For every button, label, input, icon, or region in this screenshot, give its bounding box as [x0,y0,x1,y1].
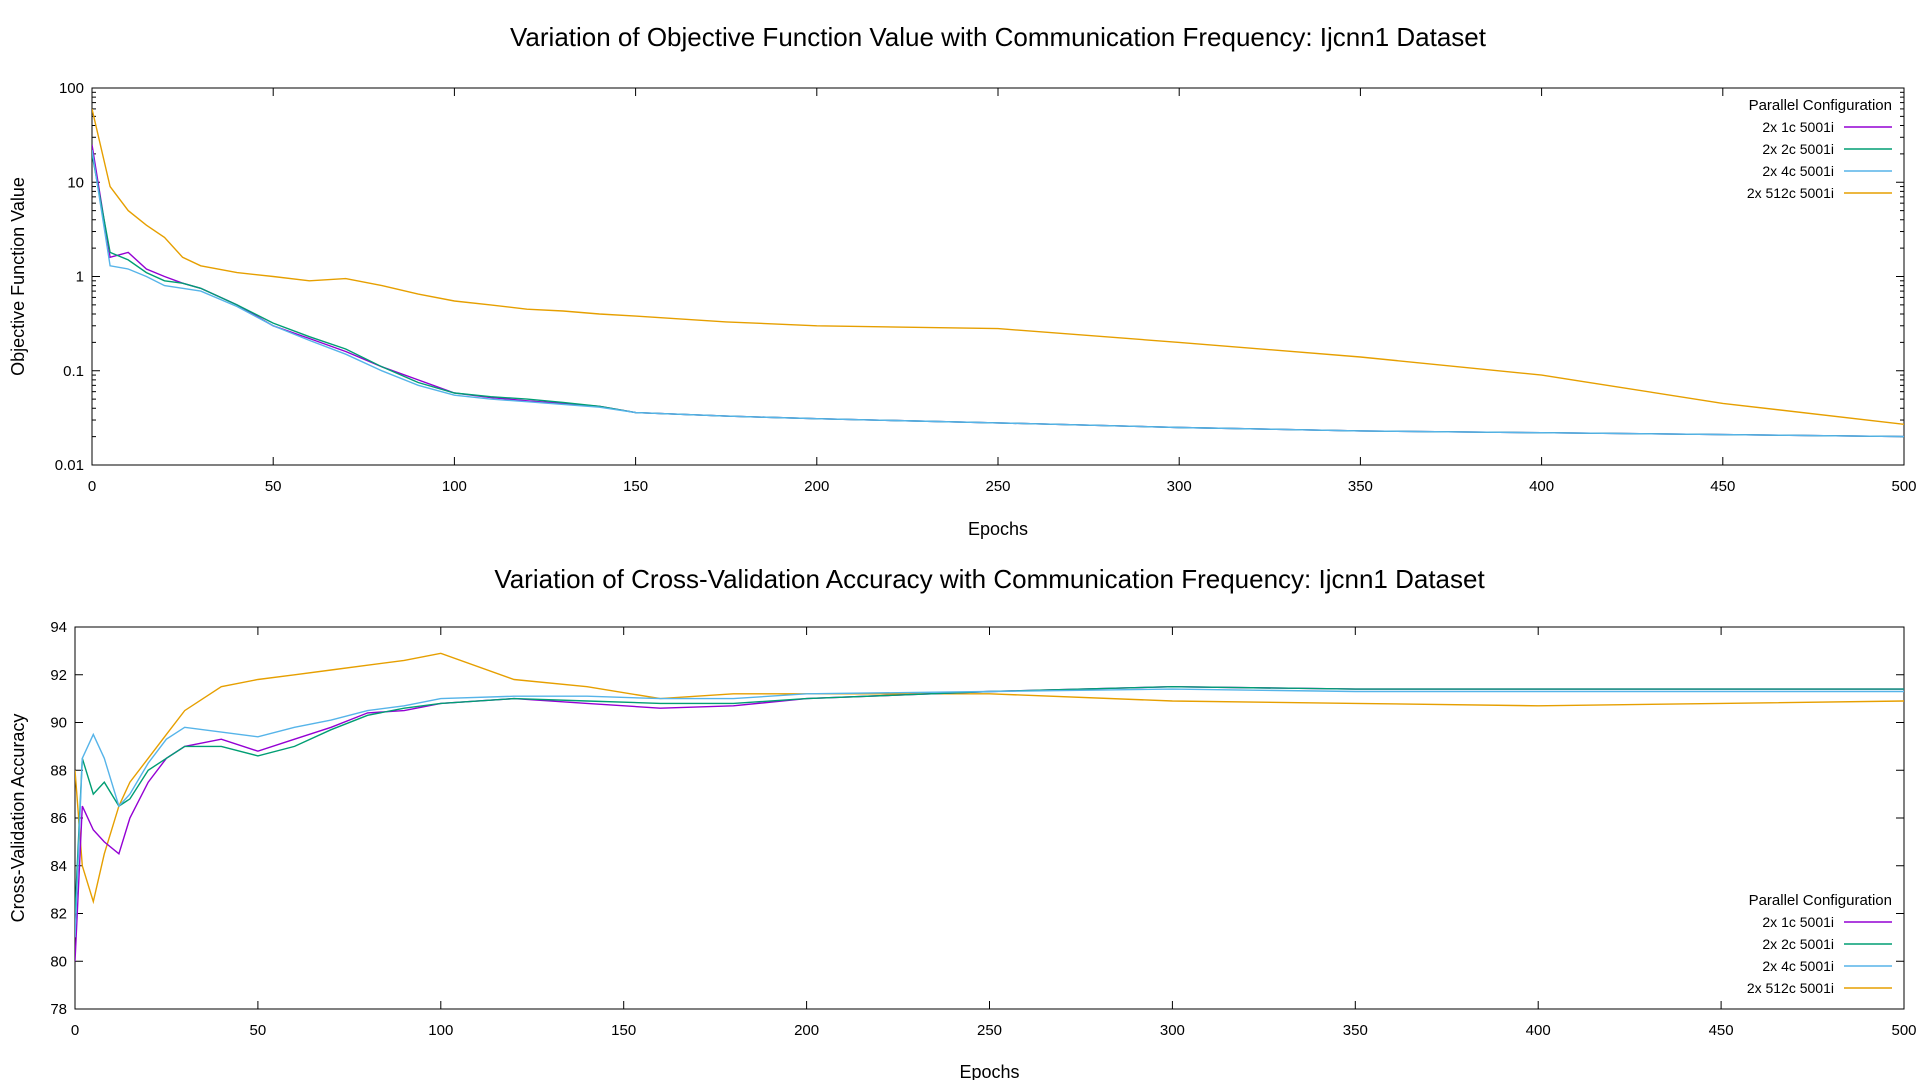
chart-1: Variation of Objective Function Value wi… [8,22,1917,539]
x-tick-label: 400 [1529,478,1554,495]
x-tick-label: 200 [804,478,829,495]
y-tick-label: 88 [50,762,67,779]
plot-frame [91,87,1905,466]
legend-title: Parallel Configuration [1749,97,1892,114]
chart-title: Variation of Objective Function Value wi… [510,22,1487,52]
x-tick-label: 300 [1160,1022,1185,1039]
x-tick-label: 250 [985,478,1010,495]
series-line-1 [92,144,1904,438]
x-tick-label: 450 [1710,478,1735,495]
legend-entry-label: 2x 2c 5001i [1762,141,1834,157]
x-tick-label: 350 [1348,478,1373,495]
legend-entry-label: 2x 512c 5001i [1747,185,1834,201]
y-tick-label: 86 [50,810,67,827]
x-tick-label: 500 [1891,1022,1916,1039]
x-tick-label: 200 [794,1022,819,1039]
x-tick-label: 100 [442,478,467,495]
x-tick-label: 300 [1167,478,1192,495]
y-tick-label: 84 [50,858,67,875]
series-line-1 [75,685,1904,962]
series-line-4 [75,652,1904,905]
x-tick-label: 100 [428,1022,453,1039]
x-tick-label: 0 [88,478,96,495]
legend-title: Parallel Configuration [1749,892,1892,909]
series-line-3 [92,149,1904,438]
plot-frame [74,626,1905,1010]
x-tick-label: 150 [611,1022,636,1039]
y-axis-label: Cross-Validation Accuracy [8,714,28,923]
y-tick-label: 92 [50,667,67,684]
y-tick-label: 100 [59,80,84,97]
x-tick-label: 500 [1891,478,1916,495]
y-tick-label: 1 [76,269,84,286]
legend-entry-label: 2x 1c 5001i [1762,914,1834,930]
x-tick-label: 400 [1526,1022,1551,1039]
x-tick-label: 0 [71,1022,79,1039]
legend-entry-label: 2x 4c 5001i [1762,958,1834,974]
y-tick-label: 82 [50,906,67,923]
y-tick-label: 10 [67,174,84,191]
legend-entry-label: 2x 1c 5001i [1762,119,1834,135]
legend-entry-label: 2x 512c 5001i [1747,980,1834,996]
y-tick-label: 0.01 [55,457,84,474]
series-line-4 [92,108,1904,425]
legend-entry-label: 2x 2c 5001i [1762,936,1834,952]
y-tick-label: 90 [50,715,67,732]
series-line-2 [92,153,1904,438]
series-line-2 [75,685,1904,914]
x-tick-label: 50 [250,1022,267,1039]
series-line-3 [75,688,1904,938]
chart-2: Variation of Cross-Validation Accuracy w… [8,564,1917,1080]
y-tick-label: 94 [50,619,67,636]
y-axis-label: Objective Function Value [8,177,28,376]
y-tick-label: 80 [50,953,67,970]
x-tick-label: 150 [623,478,648,495]
x-tick-label: 350 [1343,1022,1368,1039]
x-tick-label: 450 [1709,1022,1734,1039]
y-tick-label: 0.1 [63,363,84,380]
chart-title: Variation of Cross-Validation Accuracy w… [494,564,1485,594]
legend-entry-label: 2x 4c 5001i [1762,163,1834,179]
x-axis-label: Epochs [959,1062,1019,1080]
x-tick-label: 250 [977,1022,1002,1039]
y-tick-label: 78 [50,1001,67,1018]
x-tick-label: 50 [265,478,282,495]
x-axis-label: Epochs [968,519,1028,539]
